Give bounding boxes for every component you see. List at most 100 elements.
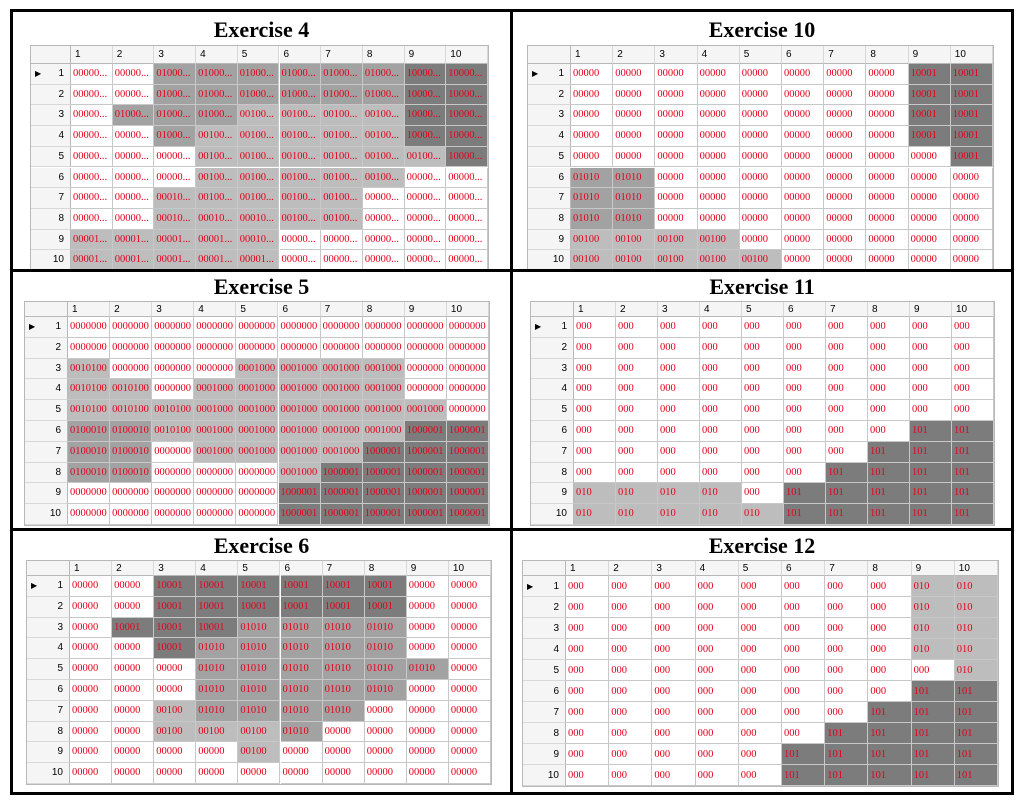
- grid-cell[interactable]: 0001000: [320, 400, 363, 421]
- grid-cell[interactable]: 000: [695, 639, 739, 660]
- grid-cell[interactable]: 00010...: [196, 208, 238, 230]
- grid-cell[interactable]: 00001...: [237, 250, 280, 269]
- grid-cell[interactable]: 00100...: [279, 208, 322, 230]
- grid-cell[interactable]: 00100...: [237, 167, 280, 189]
- grid-cell[interactable]: 00000: [782, 167, 825, 189]
- grid-cell[interactable]: 000: [700, 462, 742, 484]
- grid-cell[interactable]: 10001: [238, 596, 281, 618]
- grid-cell[interactable]: 000: [782, 597, 826, 618]
- grid-cell[interactable]: 00000...: [71, 208, 113, 230]
- grid-cell[interactable]: 0001000: [278, 421, 321, 442]
- grid-cell[interactable]: 000: [652, 681, 696, 702]
- grid-cell[interactable]: 01010: [322, 638, 365, 660]
- grid-cell[interactable]: 00000: [448, 721, 491, 743]
- grid-cell[interactable]: 0001000: [278, 358, 321, 380]
- grid-cell[interactable]: 000: [868, 639, 912, 660]
- grid-cell[interactable]: 00000: [571, 146, 614, 168]
- grid-cell[interactable]: 10001: [196, 617, 239, 639]
- grid-cell[interactable]: 00100: [196, 721, 239, 743]
- grid-cell[interactable]: 00000...: [154, 167, 197, 189]
- grid-cell[interactable]: 010: [954, 597, 998, 618]
- grid-cell[interactable]: 00000: [739, 105, 782, 127]
- grid-cell[interactable]: 00000...: [280, 250, 322, 269]
- grid-cell[interactable]: 00000: [655, 167, 698, 189]
- grid-cell[interactable]: 000: [616, 358, 658, 380]
- column-header[interactable]: 4: [196, 561, 239, 576]
- grid-cell[interactable]: 0000000: [152, 462, 195, 484]
- grid-cell[interactable]: 0010100: [68, 379, 111, 401]
- grid-cell[interactable]: 000: [911, 660, 955, 681]
- grid-cell[interactable]: 00000: [70, 680, 113, 701]
- row-header[interactable]: ▶ 1: [27, 576, 70, 597]
- row-header[interactable]: 2: [531, 337, 574, 359]
- grid-cell[interactable]: 000: [566, 681, 610, 702]
- grid-cell[interactable]: 000: [695, 681, 739, 702]
- grid-cell[interactable]: 1000001: [320, 483, 363, 505]
- row-header[interactable]: 9: [523, 744, 566, 765]
- column-header[interactable]: 8: [364, 561, 407, 576]
- grid-cell[interactable]: 00100: [154, 700, 197, 722]
- grid-cell[interactable]: 0000000: [236, 483, 279, 505]
- grid-cell[interactable]: 00000...: [321, 250, 363, 269]
- grid-cell[interactable]: 00000...: [446, 167, 488, 189]
- grid-cell[interactable]: 0000000: [194, 504, 237, 525]
- column-header[interactable]: 6: [782, 46, 825, 64]
- grid-cell[interactable]: 10001: [280, 596, 323, 618]
- grid-cell[interactable]: 0000000: [404, 317, 447, 338]
- grid-cell[interactable]: 01000...: [237, 84, 280, 106]
- grid-cell[interactable]: 00000...: [112, 167, 155, 189]
- grid-cell[interactable]: 01010: [280, 638, 323, 660]
- grid-cell[interactable]: 000: [738, 639, 782, 660]
- grid-cell[interactable]: 01000...: [279, 64, 322, 85]
- grid-cell[interactable]: 10001: [154, 576, 197, 597]
- grid-cell[interactable]: 00000: [613, 146, 656, 168]
- grid-cell[interactable]: 00100: [571, 250, 614, 269]
- column-header[interactable]: 4: [695, 561, 739, 576]
- column-header[interactable]: 2: [609, 561, 653, 576]
- grid-cell[interactable]: 000: [574, 441, 616, 463]
- grid-cell[interactable]: 10001: [950, 84, 993, 106]
- grid-cell[interactable]: 01010: [364, 659, 407, 680]
- grid-cell[interactable]: 0000000: [446, 317, 489, 338]
- grid-cell[interactable]: 000: [616, 337, 658, 359]
- grid-cell[interactable]: 00100: [697, 229, 740, 251]
- grid-cell[interactable]: 0000000: [152, 317, 195, 338]
- grid-cell[interactable]: 00000: [406, 596, 449, 618]
- grid-cell[interactable]: 0100010: [110, 462, 153, 484]
- grid-cell[interactable]: 000: [616, 441, 658, 463]
- grid-cell[interactable]: 00100: [655, 229, 698, 251]
- grid-cell[interactable]: 0001000: [320, 441, 363, 463]
- grid-cell[interactable]: 01010: [571, 167, 614, 189]
- grid-cell[interactable]: 1000001: [446, 421, 489, 442]
- grid-cell[interactable]: 00000: [866, 105, 909, 127]
- grid-cell[interactable]: 000: [868, 681, 912, 702]
- grid-cell[interactable]: 0001000: [278, 441, 321, 463]
- grid-cell[interactable]: 10001: [196, 596, 239, 618]
- grid-cell[interactable]: 00100...: [321, 188, 363, 209]
- grid-cell[interactable]: 000: [616, 379, 658, 401]
- grid-cell[interactable]: 101: [868, 462, 910, 484]
- grid-cell[interactable]: 0001000: [404, 400, 447, 421]
- grid-cell[interactable]: 00000: [866, 126, 909, 147]
- column-header[interactable]: 6: [782, 561, 826, 576]
- grid-cell[interactable]: 01010: [322, 659, 365, 680]
- grid-cell[interactable]: 000: [868, 379, 910, 401]
- grid-cell[interactable]: 000: [952, 317, 994, 338]
- grid-cell[interactable]: 01000...: [362, 64, 405, 85]
- grid-cell[interactable]: 00100: [613, 250, 656, 269]
- row-header[interactable]: 4: [31, 126, 71, 147]
- grid-cell[interactable]: 00000: [406, 617, 449, 639]
- grid-cell[interactable]: 0001000: [362, 358, 405, 380]
- grid-cell[interactable]: 0010100: [152, 421, 195, 442]
- grid-cell[interactable]: 010: [742, 504, 784, 525]
- grid-cell[interactable]: 00000: [655, 208, 698, 230]
- column-header[interactable]: 4: [697, 46, 740, 64]
- grid-cell[interactable]: 00000: [112, 721, 155, 743]
- grid-cell[interactable]: 000: [566, 618, 610, 639]
- grid-cell[interactable]: 00000...: [446, 229, 488, 251]
- grid-cell[interactable]: 0010100: [110, 400, 153, 421]
- row-header[interactable]: 6: [27, 680, 70, 701]
- grid-cell[interactable]: 0000000: [152, 504, 195, 525]
- grid-cell[interactable]: 00100...: [279, 105, 322, 127]
- grid-cell[interactable]: 00001...: [196, 250, 238, 269]
